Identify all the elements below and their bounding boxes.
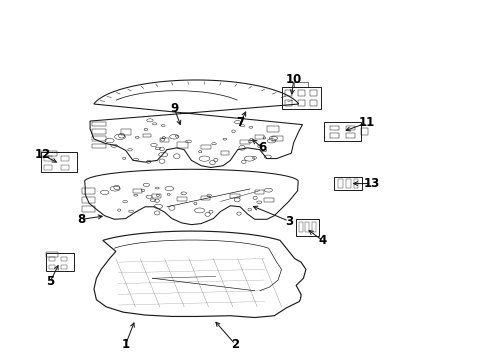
Bar xyxy=(92,129,106,134)
Bar xyxy=(61,156,69,161)
Bar xyxy=(41,152,77,172)
Bar xyxy=(41,151,57,156)
Bar xyxy=(282,87,320,109)
Bar xyxy=(152,194,161,198)
Bar xyxy=(285,90,292,96)
Text: 6: 6 xyxy=(258,141,266,154)
Bar xyxy=(346,133,355,138)
Text: 2: 2 xyxy=(231,338,239,351)
Bar xyxy=(49,257,55,261)
Bar xyxy=(361,129,368,135)
Bar xyxy=(82,206,96,212)
Bar xyxy=(61,265,68,269)
Bar xyxy=(82,188,96,194)
Bar xyxy=(230,194,240,198)
Text: 11: 11 xyxy=(359,116,375,129)
Text: 1: 1 xyxy=(122,338,130,351)
Bar xyxy=(330,126,339,130)
Bar xyxy=(312,222,316,232)
Bar xyxy=(285,100,292,105)
Bar xyxy=(255,190,265,194)
Bar xyxy=(305,222,309,232)
Text: 5: 5 xyxy=(46,275,54,288)
Text: 4: 4 xyxy=(319,234,327,247)
Bar xyxy=(46,253,74,271)
Bar xyxy=(61,257,68,261)
Text: 3: 3 xyxy=(285,215,293,228)
Bar xyxy=(354,180,359,188)
Bar xyxy=(272,136,283,141)
Bar xyxy=(46,252,58,257)
Bar xyxy=(267,126,279,132)
Text: 9: 9 xyxy=(170,102,178,115)
Bar xyxy=(133,189,142,193)
Bar xyxy=(299,222,303,232)
Bar xyxy=(338,180,343,188)
Bar xyxy=(160,138,170,143)
Text: 12: 12 xyxy=(35,148,51,162)
Bar xyxy=(177,143,188,148)
Bar xyxy=(297,90,305,96)
Bar xyxy=(92,144,106,148)
Bar xyxy=(61,166,69,170)
Bar xyxy=(44,156,52,161)
Bar xyxy=(121,129,131,135)
Bar xyxy=(310,90,318,96)
Bar xyxy=(220,151,229,155)
Bar xyxy=(92,136,106,141)
Text: 8: 8 xyxy=(77,213,86,226)
Bar xyxy=(310,100,318,105)
Bar xyxy=(177,197,187,202)
Bar xyxy=(240,140,250,144)
Bar xyxy=(334,177,363,190)
Bar xyxy=(346,126,355,130)
Bar xyxy=(294,82,308,87)
Bar xyxy=(330,133,339,138)
Bar xyxy=(346,180,350,188)
Text: 13: 13 xyxy=(364,177,380,190)
Bar xyxy=(295,219,319,236)
Bar xyxy=(255,135,264,139)
Bar xyxy=(82,197,96,203)
Bar xyxy=(265,198,274,202)
Bar xyxy=(201,145,211,149)
Bar xyxy=(44,166,52,170)
Bar xyxy=(201,196,210,200)
Bar xyxy=(49,265,55,269)
Bar xyxy=(297,100,305,105)
Text: 10: 10 xyxy=(286,73,302,86)
Bar xyxy=(324,122,361,141)
Bar xyxy=(92,122,106,126)
Text: 7: 7 xyxy=(236,116,244,129)
Bar xyxy=(143,134,151,137)
